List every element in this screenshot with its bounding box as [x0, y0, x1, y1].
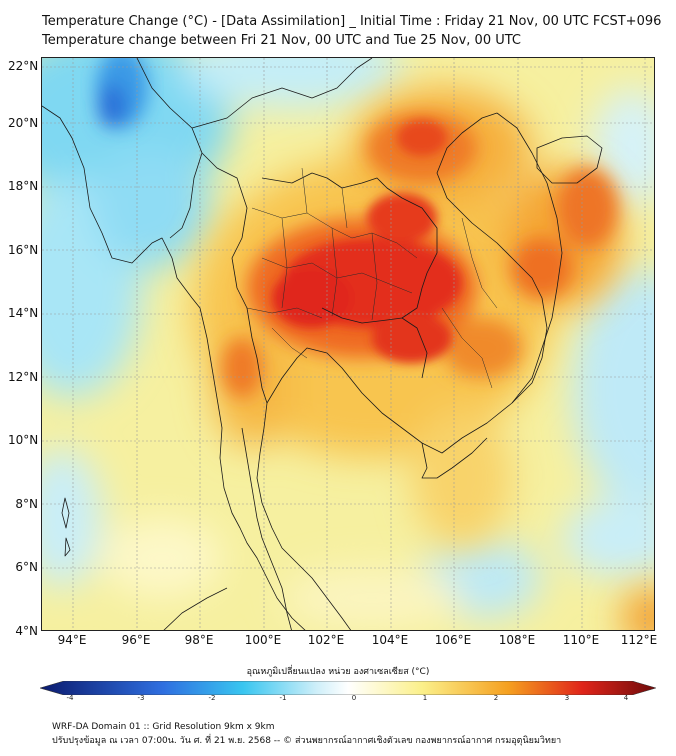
footer-line-2: ปรับปรุงข้อมูล ณ เวลา 07:00น. วัน ศ. ที่… [52, 736, 562, 746]
colorbar-tick: -2 [208, 694, 216, 702]
colorbar-tick: -4 [66, 694, 74, 702]
title-line-2: Temperature change between Fri 21 Nov, 0… [42, 33, 521, 48]
lat-label-12n: 12°N [8, 370, 39, 384]
colorbar [38, 680, 658, 696]
colorbar-tick: 4 [623, 694, 629, 702]
coastlines-and-borders [42, 58, 603, 630]
lon-label-100e: 100°E [244, 633, 282, 647]
lon-label-112e: 112°E [620, 633, 658, 647]
lat-label-6n: 6°N [15, 560, 38, 574]
lat-label-14n: 14°N [8, 306, 39, 320]
lon-label-94e: 94°E [57, 633, 87, 647]
cold-core [96, 58, 148, 128]
title-line-1: Temperature Change (°C) - [Data Assimila… [42, 14, 662, 29]
lon-label-102e: 102°E [307, 633, 345, 647]
colorbar-graphic [38, 680, 658, 696]
lon-label-108e: 108°E [498, 633, 536, 647]
colorbar-tick: -3 [137, 694, 145, 702]
lon-label-98e: 98°E [184, 633, 214, 647]
lat-label-10n: 10°N [8, 433, 39, 447]
colorbar-tick: 1 [422, 694, 428, 702]
temperature-change-map [41, 57, 655, 631]
lon-label-110e: 110°E [562, 633, 600, 647]
max-warming-core [272, 120, 462, 363]
lat-label-18n: 18°N [8, 179, 39, 193]
lat-label-20n: 20°N [8, 116, 39, 130]
map-canvas [42, 58, 654, 630]
colorbar-gradient [38, 680, 658, 696]
lat-label-8n: 8°N [15, 497, 38, 511]
lon-label-106e: 106°E [434, 633, 472, 647]
cool-anomaly-field [42, 58, 654, 628]
lat-label-22n: 22°N [8, 59, 39, 73]
lon-label-96e: 96°E [121, 633, 151, 647]
lon-label-104e: 104°E [371, 633, 409, 647]
colorbar-tick: 3 [564, 694, 570, 702]
lat-label-16n: 16°N [8, 243, 39, 257]
footer: WRF-DA Domain 01 :: Grid Resolution 9km … [52, 720, 561, 748]
lat-label-4n: 4°N [15, 624, 38, 638]
footer-line-1: WRF-DA Domain 01 :: Grid Resolution 9km … [52, 722, 275, 732]
colorbar-tick: -1 [279, 694, 287, 702]
province-lines [246, 167, 498, 389]
colorbar-tick: 2 [493, 694, 499, 702]
colorbar-title: อุณหภูมิเปลี่ยนแปลง หน่วย องศาเซลเซียส (… [246, 667, 430, 677]
map-title: Temperature Change (°C) - [Data Assimila… [42, 12, 661, 50]
colorbar-tick: 0 [351, 694, 357, 702]
